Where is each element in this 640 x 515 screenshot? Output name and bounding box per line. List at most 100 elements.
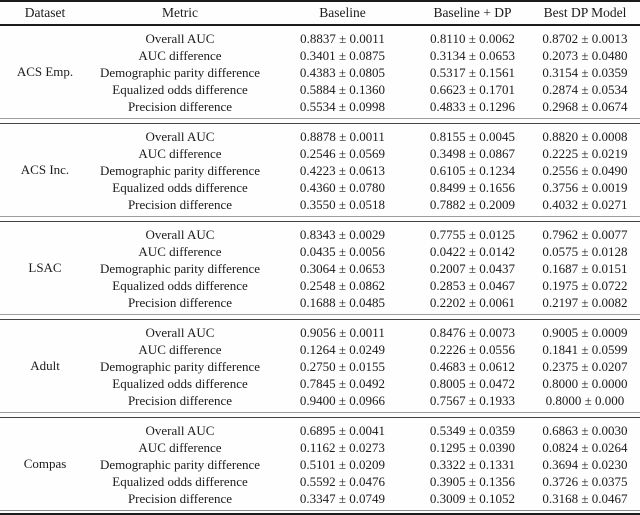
best-dp-value: 0.0575 ± 0.0128 — [542, 243, 628, 259]
baseline-value: 0.8878 ± 0.0011 — [300, 128, 385, 144]
baseline-dp-value: 0.7755 ± 0.0125 — [429, 226, 516, 242]
baseline-value: 0.4223 ± 0.0613 — [299, 162, 386, 178]
metric-cell: Demographic parity difference — [99, 456, 261, 472]
table-bottom-rule — [0, 510, 640, 515]
baseline-dp-value: 0.6623 ± 0.1701 — [429, 81, 516, 97]
baseline-value: 0.4383 ± 0.0805 — [299, 64, 386, 80]
table-row: Equalized odds difference 0.5884 ± 0.136… — [90, 81, 640, 98]
baseline-dp-value: 0.3134 ± 0.0653 — [429, 47, 516, 63]
best-dp-value: 0.1975 ± 0.0722 — [542, 277, 628, 293]
metric-cell: Demographic parity difference — [99, 358, 261, 374]
baseline-dp-value: 0.3905 ± 0.1356 — [429, 473, 516, 489]
baseline-dp-value: 0.0422 ± 0.0142 — [429, 243, 516, 259]
baseline-dp-value: 0.4683 ± 0.0612 — [429, 358, 516, 374]
baseline-value: 0.9056 ± 0.0011 — [300, 324, 385, 340]
baseline-dp-value: 0.3498 ± 0.0867 — [429, 145, 516, 161]
baseline-dp-value: 0.7882 ± 0.2009 — [429, 196, 516, 212]
best-dp-value: 0.1841 ± 0.0599 — [542, 341, 628, 357]
table-row: Equalized odds difference 0.7845 ± 0.049… — [90, 375, 640, 392]
baseline-dp-value: 0.5349 ± 0.0359 — [429, 422, 516, 438]
table-header-row: Dataset Metric Baseline Baseline + DP Be… — [0, 2, 640, 24]
table-row: AUC difference 0.1264 ± 0.0249 0.2226 ± … — [90, 341, 640, 358]
best-dp-value: 0.2968 ± 0.0674 — [542, 98, 628, 114]
metric-cell: Precision difference — [127, 196, 233, 212]
table-row: Precision difference 0.3550 ± 0.0518 0.7… — [90, 196, 640, 213]
column-header-metric: Metric — [162, 5, 198, 20]
baseline-dp-value: 0.2007 ± 0.0437 — [429, 260, 516, 276]
baseline-value: 0.1264 ± 0.0249 — [299, 341, 386, 357]
table-row: AUC difference 0.3401 ± 0.0875 0.3134 ± … — [90, 47, 640, 64]
column-header-dataset: Dataset — [24, 5, 66, 20]
table-row: Demographic parity difference 0.3064 ± 0… — [90, 260, 640, 277]
baseline-value: 0.5592 ± 0.0476 — [299, 473, 386, 489]
metric-cell: Equalized odds difference — [112, 277, 248, 293]
dataset-label: ACS Inc. — [20, 162, 70, 177]
metric-cell: AUC difference — [138, 341, 222, 357]
table-row: Overall AUC 0.8343 ± 0.0029 0.7755 ± 0.0… — [90, 226, 640, 243]
metric-cell: Demographic parity difference — [99, 64, 261, 80]
metric-cell: Demographic parity difference — [99, 162, 261, 178]
baseline-dp-value: 0.8110 ± 0.0062 — [430, 30, 515, 46]
column-header-baseline: Baseline — [319, 5, 366, 20]
baseline-value: 0.3401 ± 0.0875 — [299, 47, 386, 63]
table-row: Precision difference 0.9400 ± 0.0966 0.7… — [90, 392, 640, 409]
dataset-block-acs-emp: ACS Emp. Overall AUC 0.8837 ± 0.0011 0.8… — [0, 26, 640, 118]
section-divider — [0, 314, 640, 320]
table-row: Overall AUC 0.6895 ± 0.0041 0.5349 ± 0.0… — [90, 422, 640, 439]
baseline-value: 0.9400 ± 0.0966 — [299, 392, 386, 408]
metric-cell: Equalized odds difference — [112, 473, 248, 489]
table-row: Equalized odds difference 0.2548 ± 0.086… — [90, 277, 640, 294]
best-dp-value: 0.2197 ± 0.0082 — [542, 294, 628, 310]
metric-cell: AUC difference — [138, 439, 222, 455]
metric-cell: Overall AUC — [145, 30, 215, 46]
best-dp-value: 0.0824 ± 0.0264 — [542, 439, 628, 455]
best-dp-value: 0.9005 ± 0.0009 — [542, 324, 628, 340]
best-dp-value: 0.3726 ± 0.0375 — [542, 473, 628, 489]
metric-cell: AUC difference — [138, 47, 222, 63]
baseline-value: 0.5101 ± 0.0209 — [299, 456, 386, 472]
metric-cell: Overall AUC — [145, 422, 215, 438]
column-header-best-dp-model: Best DP Model — [543, 5, 627, 20]
table-row: Precision difference 0.1688 ± 0.0485 0.2… — [90, 294, 640, 311]
dataset-label: ACS Emp. — [16, 64, 74, 79]
baseline-dp-value: 0.3009 ± 0.1052 — [429, 490, 516, 506]
table-top-rule — [0, 0, 640, 2]
header-divider — [0, 24, 640, 26]
best-dp-value: 0.2874 ± 0.0534 — [542, 81, 628, 97]
table-row: Demographic parity difference 0.2750 ± 0… — [90, 358, 640, 375]
table-row: Overall AUC 0.8837 ± 0.0011 0.8110 ± 0.0… — [90, 30, 640, 47]
table-row: Overall AUC 0.8878 ± 0.0011 0.8155 ± 0.0… — [90, 128, 640, 145]
baseline-dp-value: 0.5317 ± 0.1561 — [429, 64, 516, 80]
metric-cell: Equalized odds difference — [112, 179, 248, 195]
baseline-dp-value: 0.8499 ± 0.1656 — [429, 179, 516, 195]
table-row: Equalized odds difference 0.5592 ± 0.047… — [90, 473, 640, 490]
column-header-baseline-dp: Baseline + DP — [433, 5, 512, 20]
baseline-value: 0.2548 ± 0.0862 — [299, 277, 386, 293]
baseline-value: 0.3064 ± 0.0653 — [299, 260, 386, 276]
metric-cell: Demographic parity difference — [99, 260, 261, 276]
best-dp-value: 0.8702 ± 0.0013 — [542, 30, 628, 46]
best-dp-value: 0.2073 ± 0.0480 — [542, 47, 628, 63]
baseline-dp-value: 0.8155 ± 0.0045 — [429, 128, 516, 144]
dataset-label: LSAC — [28, 260, 62, 275]
baseline-value: 0.6895 ± 0.0041 — [299, 422, 386, 438]
dataset-block-adult: Adult Overall AUC 0.9056 ± 0.0011 0.8476… — [0, 320, 640, 412]
best-dp-value: 0.2225 ± 0.0219 — [542, 145, 628, 161]
baseline-dp-value: 0.4833 ± 0.1296 — [429, 98, 516, 114]
baseline-dp-value: 0.3322 ± 0.1331 — [429, 456, 516, 472]
metric-cell: Overall AUC — [145, 128, 215, 144]
metric-cell: Equalized odds difference — [112, 375, 248, 391]
best-dp-value: 0.3154 ± 0.0359 — [542, 64, 628, 80]
dataset-label: Adult — [30, 358, 60, 373]
baseline-value: 0.1162 ± 0.0273 — [300, 439, 385, 455]
metric-cell: Precision difference — [127, 490, 233, 506]
baseline-dp-value: 0.1295 ± 0.0390 — [429, 439, 516, 455]
baseline-value: 0.4360 ± 0.0780 — [299, 179, 386, 195]
section-divider — [0, 412, 640, 418]
best-dp-value: 0.8000 ± 0.0000 — [542, 375, 628, 391]
metric-cell: Precision difference — [127, 392, 233, 408]
metric-cell: Precision difference — [127, 294, 233, 310]
best-dp-value: 0.1687 ± 0.0151 — [542, 260, 628, 276]
table-row: Demographic parity difference 0.4383 ± 0… — [90, 64, 640, 81]
baseline-dp-value: 0.2853 ± 0.0467 — [429, 277, 516, 293]
